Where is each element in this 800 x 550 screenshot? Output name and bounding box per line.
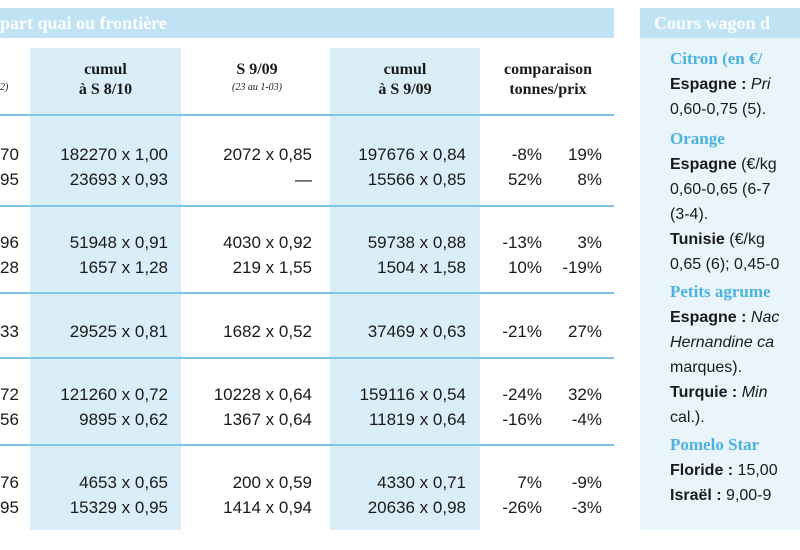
price-line: (3-4). (670, 206, 709, 223)
column-header-cumul-9-09: cumul à S 9/09 (378, 61, 432, 98)
price-line: 0,60-0,75 (5). (670, 101, 767, 118)
table-row: 72 121260 x 0,72 10228 x 0,64 159116 x 0,54… (0, 385, 602, 404)
table-row: 56 9895 x 0,62 1367 x 0,64 11819 x 0,64 -16%… (0, 410, 602, 429)
cumul-column-band (30, 48, 181, 530)
origin-espagne: Espagne : Pri (670, 76, 771, 93)
column-header-s-9-09: S 9/09 (23 au 1-03) (232, 61, 282, 93)
table-row: 95 15329 x 0,95 1414 x 0,94 20636 x 0,98 -26… (0, 498, 602, 517)
section-heading-citron: Citron (en €/ (670, 49, 763, 68)
price-line: 0,60-0,65 (6-7 (670, 181, 771, 198)
price-table: 2) cumul à S 8/10 S 9/09 (23 au 1-03) cu… (0, 38, 614, 530)
origin-espagne: Espagne (€/kg (670, 156, 777, 173)
table-row: 28 1657 x 1,28 219 x 1,55 1504 x 1,58 10% -19… (0, 258, 602, 277)
column-header-fragment: 2) (0, 82, 9, 93)
cumul-column-band (330, 48, 480, 530)
divider (0, 114, 614, 116)
origin-tunisie: Tunisie (€/kg (670, 231, 765, 248)
origin-floride: Floride : 15,00 (670, 462, 778, 479)
divider (0, 444, 614, 446)
section-heading-petits-agrumes: Petits agrume (670, 282, 771, 301)
section-heading-orange: Orange (670, 129, 725, 148)
column-header-comparaison: comparaison tonnes/prix (504, 61, 592, 98)
section-heading-pomelo-star: Pomelo Star (670, 435, 760, 454)
table-title: part quai ou frontière (0, 8, 614, 38)
table-row: 70 182270 x 1,00 2072 x 0,85 197676 x 0,84-… (0, 145, 602, 164)
origin-turquie: Turquie : Min (670, 384, 768, 401)
price-line: marques). (670, 359, 743, 376)
table-row: 76 4653 x 0,65 200 x 0,59 4330 x 0,71 7% -9% (0, 473, 602, 492)
price-line: 0,65 (6); 0,45-0 (670, 256, 780, 273)
table-row: 95 23693 x 0,93—15566 x 0,85 52% 8% (0, 170, 602, 189)
origin-espagne: Espagne : Nac (670, 309, 780, 326)
table-row: 96 51948 x 0,91 4030 x 0,92 59738 x 0,88 -13… (0, 233, 602, 252)
divider (0, 292, 614, 294)
price-line: Hernandine ca (670, 334, 775, 351)
origin-israel: Israël : 9,00-9 (670, 487, 772, 504)
price-line: cal.). (670, 409, 705, 426)
wagon-prices-panel: Citron (en €/ Espagne : Pri 0,60-0,75 (5… (640, 38, 800, 530)
divider (0, 357, 614, 359)
divider (0, 205, 614, 207)
column-header-cumul-8-10: cumul à S 8/10 (78, 61, 133, 98)
side-title: Cours wagon d (640, 8, 800, 38)
table-row: 33 29525 x 0,81 1682 x 0,52 37469 x 0,63 -21… (0, 322, 602, 341)
